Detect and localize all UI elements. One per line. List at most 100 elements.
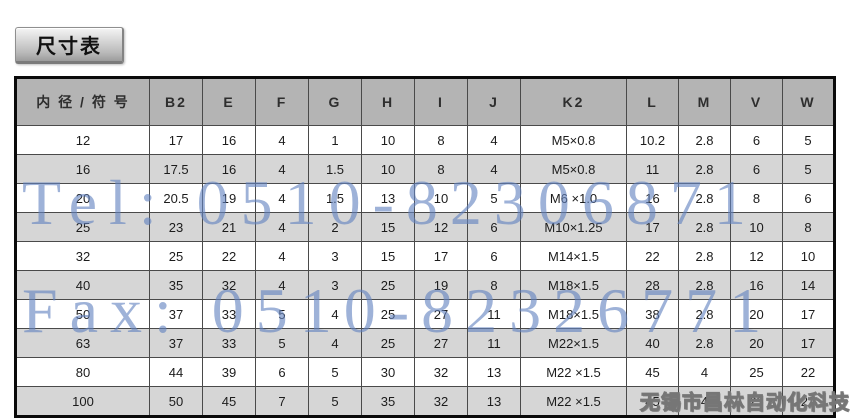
table-cell: 22 (202, 241, 256, 271)
table-cell: 20.5 (149, 183, 203, 213)
table-cell: 10 (361, 125, 415, 155)
table-cell: 4 (467, 154, 521, 184)
table-cell: 10 (414, 183, 468, 213)
table-cell: 1 (308, 125, 362, 155)
table-cell: 4 (678, 386, 731, 417)
table-cell: 6 (730, 125, 783, 155)
table-cell: M10×1.25 (520, 212, 627, 242)
table-cell: 6 (467, 212, 521, 242)
table-cell: M5×0.8 (520, 125, 627, 155)
table-cell: 4 (467, 125, 521, 155)
table-cell: 17 (782, 328, 835, 358)
table-cell: 30 (361, 357, 415, 387)
table-cell: 25 (361, 328, 415, 358)
table-cell: 25 (361, 299, 415, 329)
table-cell: 5 (782, 154, 835, 184)
table-cell: 27 (414, 328, 468, 358)
table-cell: 14 (782, 270, 835, 300)
table-cell: 10 (730, 212, 783, 242)
table-cell: 10.2 (626, 125, 679, 155)
table-row: 12 17 16 4 1 10 8 4 M5×0.8 10.2 2.8 6 5 (15, 125, 835, 155)
header-row: 内 径 / 符 号 B2 E F G H I J K2 L M V W (15, 77, 835, 126)
table-cell: 37 (149, 328, 203, 358)
table-cell: 11 (467, 299, 521, 329)
table-cell: 33 (202, 328, 256, 358)
table-cell: 5 (255, 328, 309, 358)
table-cell: M6 ×1.0 (520, 183, 627, 213)
table-cell: 2.8 (678, 183, 731, 213)
table-cell: 20 (15, 183, 150, 213)
table-cell: 25 (361, 270, 415, 300)
table-cell: 4 (678, 357, 731, 387)
table-cell: 2.8 (678, 328, 731, 358)
table-cell: M5×0.8 (520, 154, 627, 184)
table-cell: 17.5 (149, 154, 203, 184)
table-cell: 10 (782, 241, 835, 271)
table-cell: 11 (626, 154, 679, 184)
table-cell: 7 (255, 386, 309, 417)
column-header: G (308, 77, 362, 126)
table-cell: 4 (255, 183, 309, 213)
table-cell: 8 (730, 183, 783, 213)
table-cell: 19 (414, 270, 468, 300)
table-cell: 11 (467, 328, 521, 358)
table-cell: 35 (361, 386, 415, 417)
dimension-table: 内 径 / 符 号 B2 E F G H I J K2 L M V W 12 17… (14, 76, 836, 418)
column-header: F (255, 77, 309, 126)
table-cell: 17 (414, 241, 468, 271)
table-cell: 6 (467, 241, 521, 271)
table-cell: 21 (202, 212, 256, 242)
table-cell: 13 (467, 357, 521, 387)
table-row: 40 35 32 4 3 25 19 8 M18×1.5 28 2.8 16 14 (15, 270, 835, 300)
table-cell: 4 (255, 125, 309, 155)
table-cell: 4 (308, 299, 362, 329)
table-cell: 38 (626, 299, 679, 329)
table-cell: 17 (782, 299, 835, 329)
column-header: J (467, 77, 521, 126)
table-cell: 4 (255, 241, 309, 271)
table-cell: 2 (308, 212, 362, 242)
table-cell: 4 (255, 270, 309, 300)
table-cell: 3 (308, 241, 362, 271)
table-cell: 25 (730, 386, 783, 417)
table-cell: 5 (467, 183, 521, 213)
column-header: 内 径 / 符 号 (15, 77, 150, 126)
column-header: V (730, 77, 783, 126)
table-cell: 40 (626, 328, 679, 358)
table-cell: 22 (626, 241, 679, 271)
table-cell: M22×1.5 (520, 328, 627, 358)
table-cell: 1.5 (308, 183, 362, 213)
table-cell: 10 (361, 154, 415, 184)
table-cell: 80 (15, 357, 150, 387)
table-cell: 5 (255, 299, 309, 329)
table-cell: 13 (467, 386, 521, 417)
table-cell: 63 (15, 328, 150, 358)
table-cell: 20 (730, 299, 783, 329)
table-row: 20 20.5 19 4 1.5 13 10 5 M6 ×1.0 16 2.8 8 6 (15, 183, 835, 213)
table-cell: 6 (255, 357, 309, 387)
table-cell: 2.8 (678, 125, 731, 155)
dimension-table-container: 内 径 / 符 号 B2 E F G H I J K2 L M V W 12 17… (14, 76, 836, 418)
column-header: W (782, 77, 835, 126)
table-body: 12 17 16 4 1 10 8 4 M5×0.8 10.2 2.8 6 5 16 17.5 16 4 1.5 1… (15, 125, 835, 417)
table-cell: 2.8 (678, 299, 731, 329)
table-cell: 17 (149, 125, 203, 155)
table-cell: 6 (730, 154, 783, 184)
table-cell: M14×1.5 (520, 241, 627, 271)
table-cell: 39 (202, 357, 256, 387)
table-cell: 33 (202, 299, 256, 329)
column-header: M (678, 77, 731, 126)
table-cell: 16 (626, 183, 679, 213)
table-cell: 2.8 (678, 212, 731, 242)
table-cell: 12 (414, 212, 468, 242)
table-cell: 32 (414, 386, 468, 417)
table-cell: 6 (782, 183, 835, 213)
table-cell: 16 (730, 270, 783, 300)
column-header: H (361, 77, 415, 126)
table-cell: 2.8 (678, 154, 731, 184)
table-cell: 22 (782, 357, 835, 387)
table-cell: 16 (202, 154, 256, 184)
page-title-badge: 尺寸表 (15, 27, 124, 64)
table-cell: 4 (255, 212, 309, 242)
